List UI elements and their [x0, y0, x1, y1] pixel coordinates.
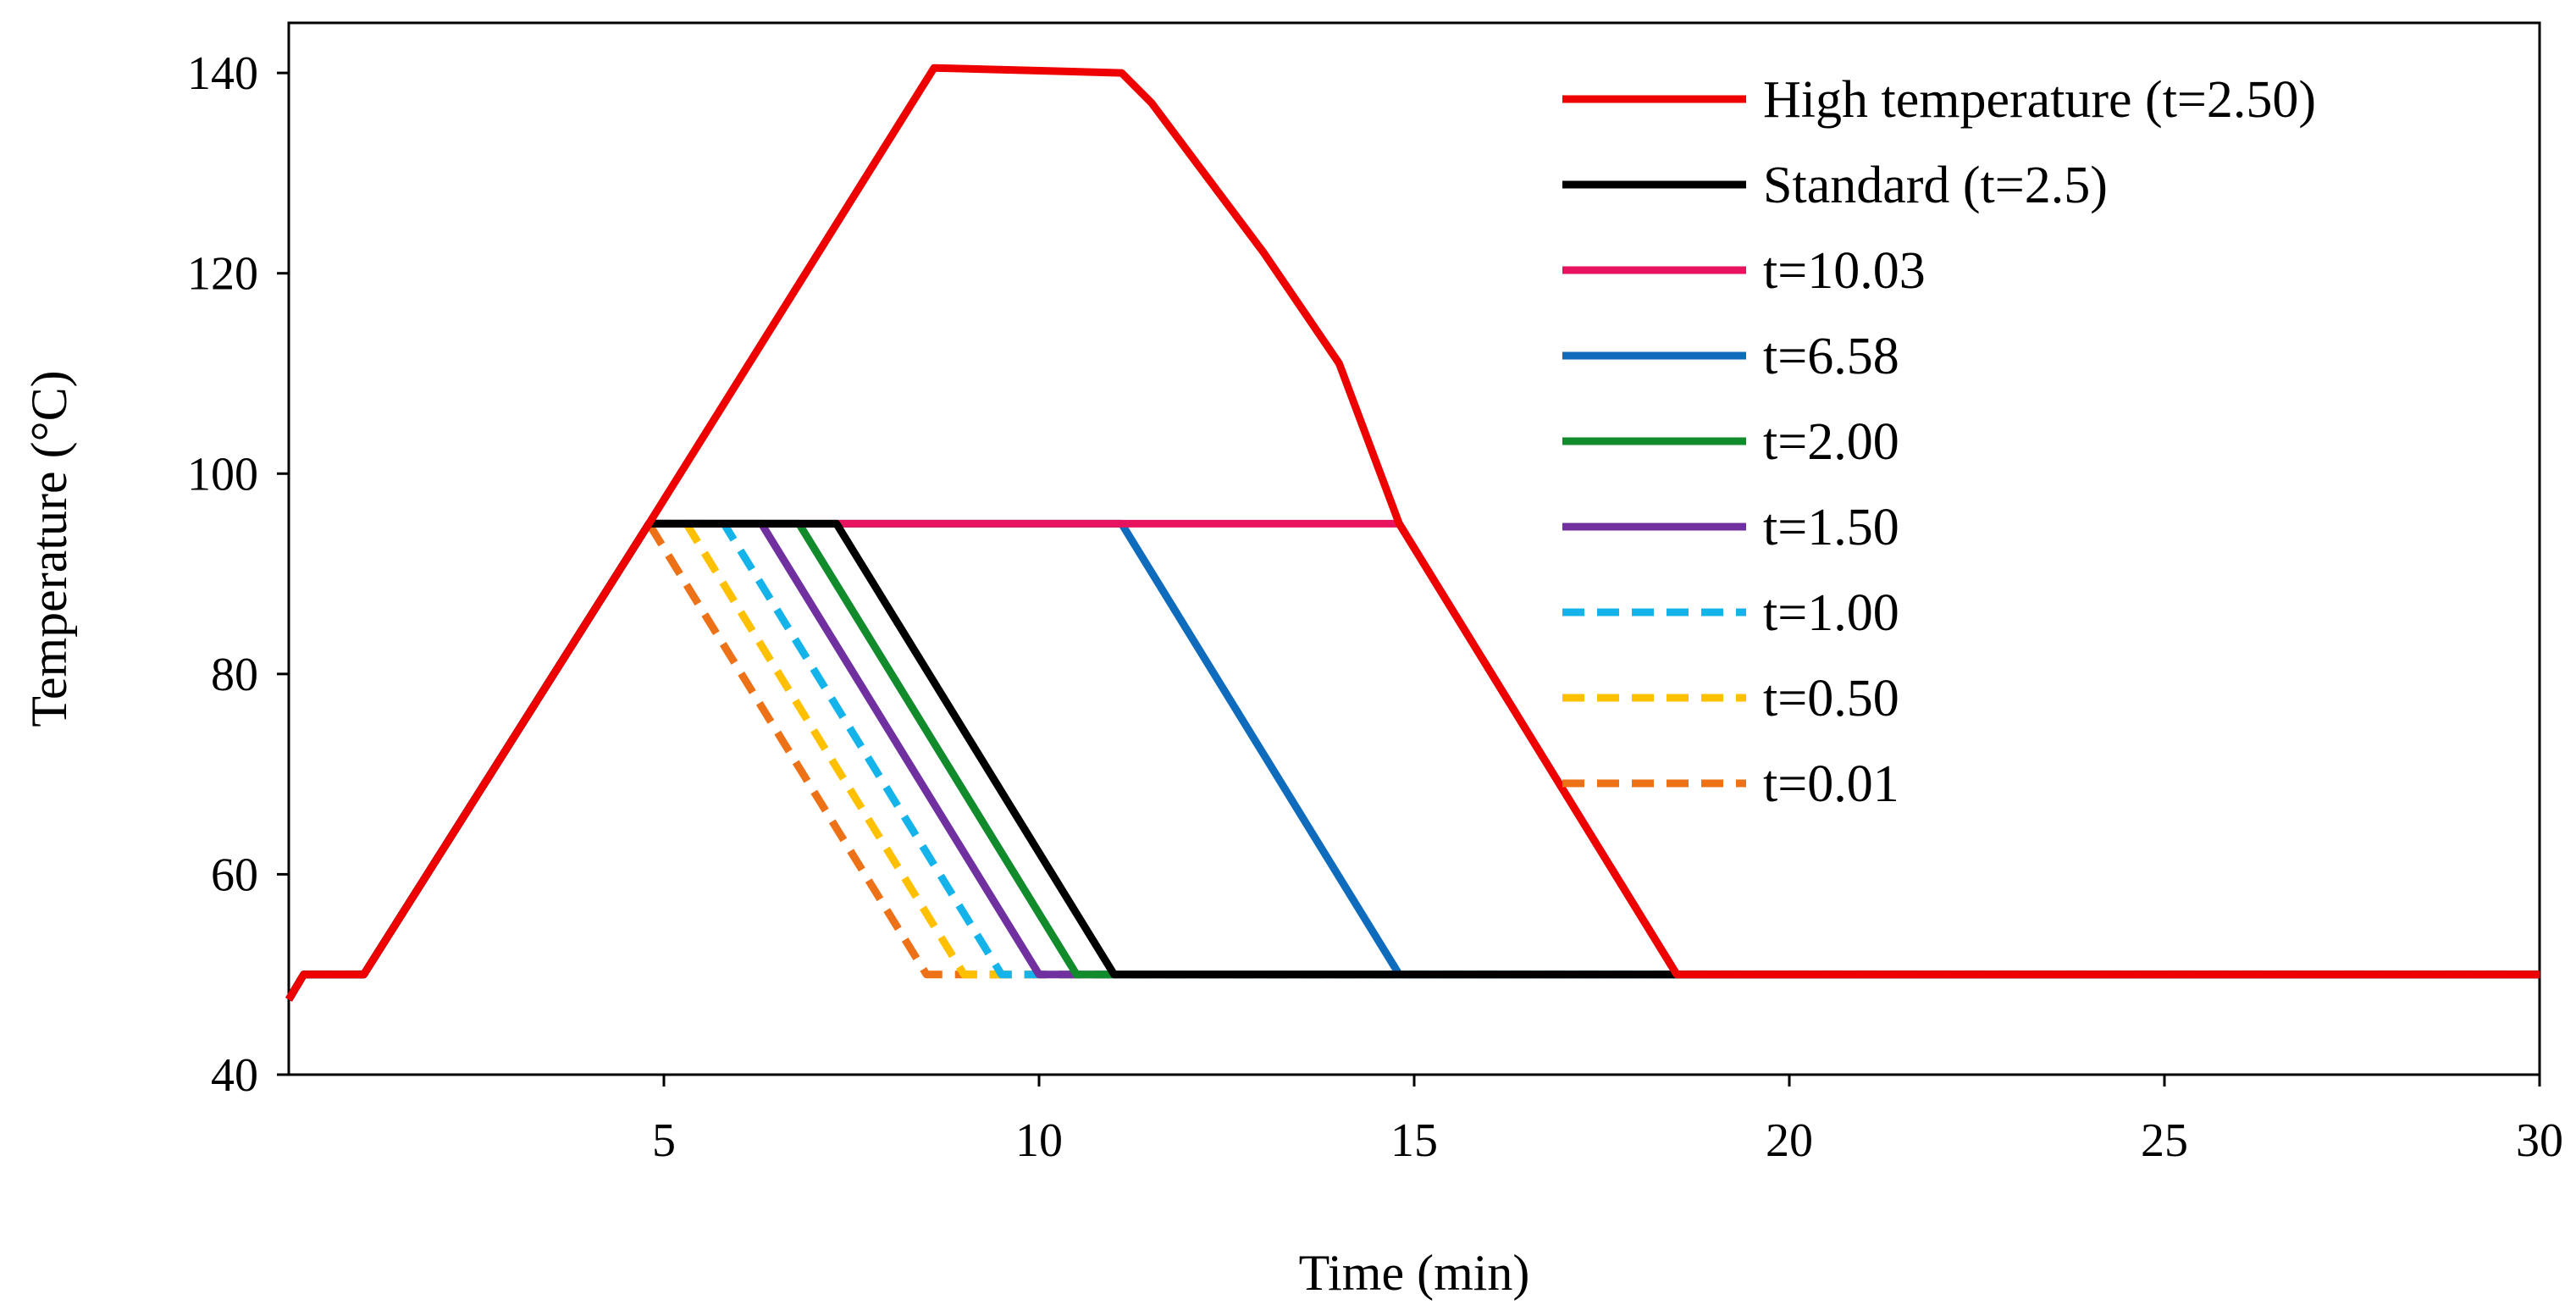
legend-label-2: t=10.03 — [1763, 242, 1926, 300]
series-line-2 — [285, 519, 2540, 1002]
series-line-3 — [285, 519, 2540, 1002]
y-tick-label: 100 — [187, 448, 258, 500]
x-tick-label: 20 — [1766, 1114, 1813, 1167]
y-tick-label: 40 — [211, 1049, 258, 1102]
y-tick-label: 120 — [187, 248, 258, 301]
series-line-7 — [285, 519, 2540, 1002]
legend-label-6: t=1.00 — [1763, 584, 1899, 642]
x-axis-ticks: 5 10 15 20 25 30 — [652, 1075, 2563, 1167]
series-line-8 — [285, 519, 2540, 1002]
x-axis-title: Time (min) — [1299, 1245, 1530, 1301]
series-line-4 — [285, 519, 2540, 1002]
legend: High temperature (t=2.50) Standard (t=2.5… — [1562, 71, 2316, 813]
legend-label-3: t=6.58 — [1763, 328, 1899, 385]
series-line-1 — [285, 519, 2540, 1002]
legend-label-5: t=1.50 — [1763, 499, 1899, 556]
series-line-5 — [285, 519, 2540, 1002]
legend-label-4: t=2.00 — [1763, 413, 1899, 471]
legend-label-1: Standard (t=2.5) — [1763, 157, 2108, 214]
y-axis-ticks: 40 60 80 100 120 140 — [187, 47, 289, 1102]
y-tick-label: 140 — [187, 47, 258, 100]
x-tick-label: 15 — [1390, 1114, 1438, 1167]
legend-label-8: t=0.01 — [1763, 755, 1899, 813]
x-tick-label: 5 — [652, 1114, 676, 1167]
y-axis-title: Temperature (°C) — [21, 370, 77, 727]
x-tick-label: 25 — [2141, 1114, 2188, 1167]
legend-label-7: t=0.50 — [1763, 670, 1899, 727]
y-tick-label: 60 — [211, 849, 258, 901]
x-tick-label: 10 — [1015, 1114, 1063, 1167]
series-line-6 — [285, 519, 2540, 1002]
y-tick-label: 80 — [211, 649, 258, 701]
series-line-0 — [285, 64, 2540, 1002]
series-layer — [285, 64, 2540, 1002]
x-tick-label: 30 — [2516, 1114, 2563, 1167]
legend-label-0: High temperature (t=2.50) — [1763, 71, 2316, 129]
